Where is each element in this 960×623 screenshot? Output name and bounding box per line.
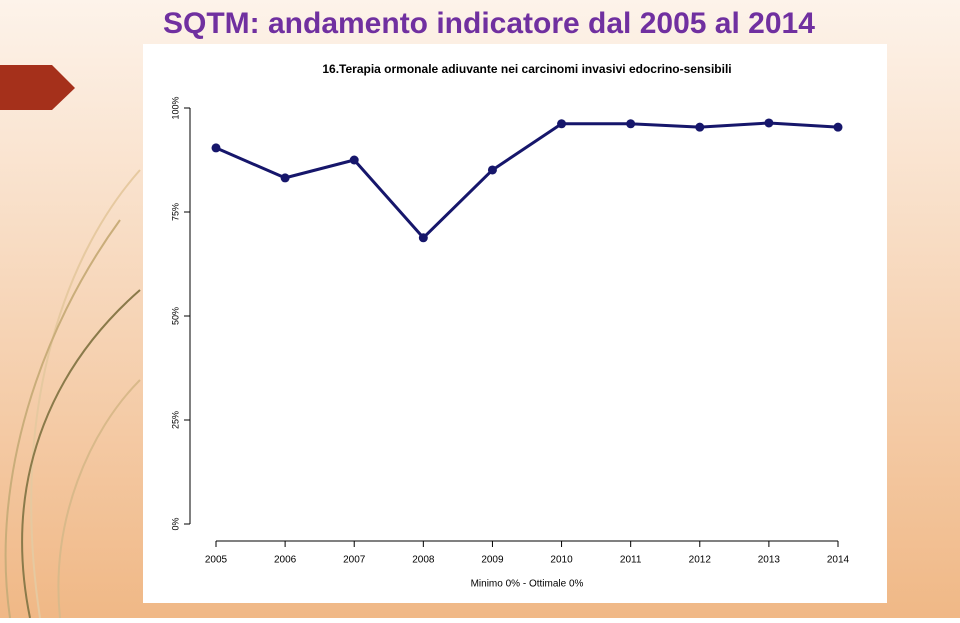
point xyxy=(349,155,359,165)
x-tick-label: 2014 xyxy=(827,555,850,566)
point xyxy=(557,119,567,129)
y-tick-label: 100% xyxy=(170,96,180,119)
point xyxy=(487,165,497,175)
x-tick-label: 2013 xyxy=(758,555,781,566)
x-tick-label: 2012 xyxy=(689,555,712,566)
point xyxy=(211,143,221,153)
y-tick-label: 75% xyxy=(170,203,180,221)
decoration xyxy=(4,169,141,619)
point xyxy=(418,233,428,243)
x-tick-label: 2011 xyxy=(620,555,642,566)
x-tick-label: 2007 xyxy=(343,555,366,566)
chart-panel xyxy=(143,44,887,603)
x-axis-label: Minimo 0% - Ottimale 0% xyxy=(471,579,584,590)
x-tick-label: 2006 xyxy=(274,555,297,566)
point xyxy=(833,122,843,132)
arrow-shape xyxy=(0,65,75,110)
chart-title: 16.Terapia ormonale adiuvante nei carcin… xyxy=(322,62,731,76)
y-tick-label: 25% xyxy=(170,411,180,429)
slide-title: SQTM: andamento indicatore dal 2005 al 2… xyxy=(163,7,815,40)
point xyxy=(280,173,290,183)
y-tick-label: 50% xyxy=(170,307,180,325)
x-tick-label: 2009 xyxy=(481,555,504,566)
point xyxy=(695,122,705,132)
x-tick-label: 2008 xyxy=(412,555,435,566)
point xyxy=(764,118,774,128)
y-tick-label: 0% xyxy=(170,517,180,530)
x-tick-label: 2010 xyxy=(550,555,573,566)
x-tick-label: 2005 xyxy=(205,555,228,566)
point xyxy=(626,119,636,129)
line xyxy=(215,121,839,240)
